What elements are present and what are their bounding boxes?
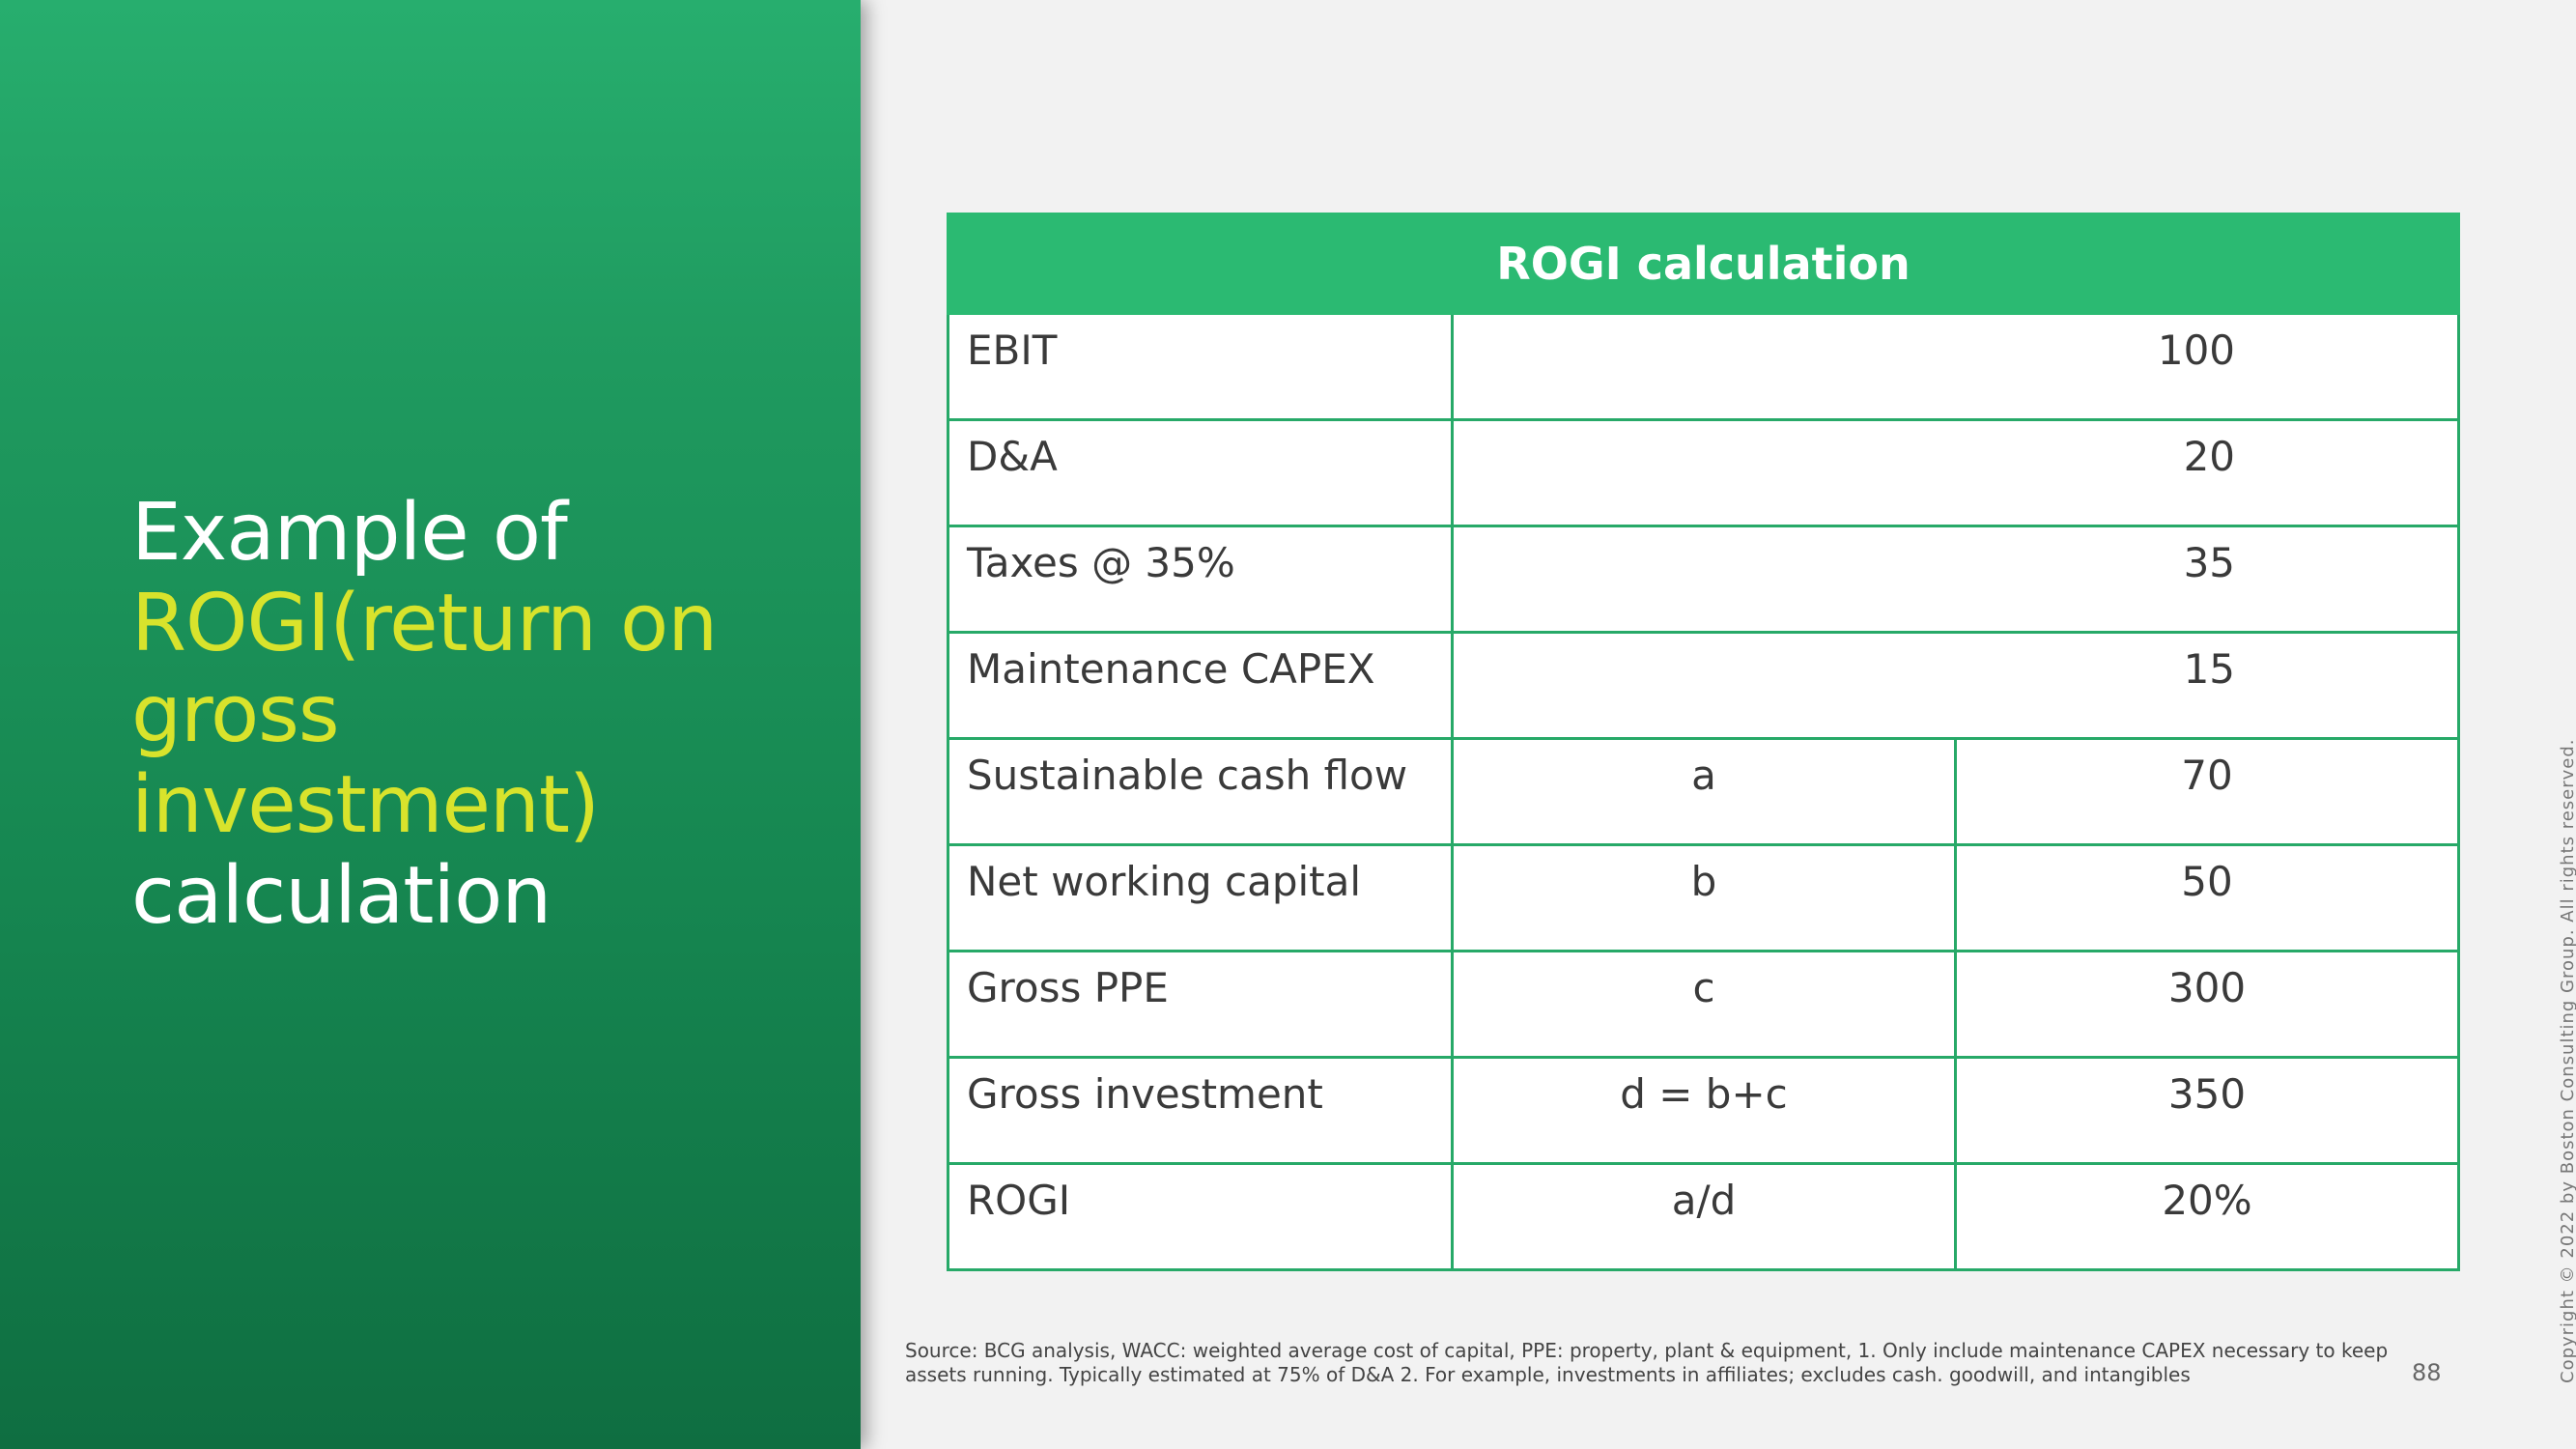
row-formula: c (1451, 950, 1957, 1059)
title-highlight: ROGI(return on gross investment) (131, 578, 742, 851)
page-number: 88 (2412, 1359, 2442, 1386)
row-value: 15 (1450, 631, 2461, 740)
row-value: 35 (1450, 525, 2461, 634)
title-part: Example of (131, 487, 591, 579)
table-header: ROGI calculation (946, 213, 2461, 315)
row-label: D&A (947, 418, 1454, 527)
row-label: Taxes @ 35% (947, 525, 1454, 634)
copyright-notice: Copyright © 2022 by Boston Consulting Gr… (2558, 738, 2576, 1383)
table-row: Net working capital b 50 (947, 843, 2461, 952)
row-label: Sustainable cash flow (947, 737, 1454, 846)
title-part: calculation (131, 759, 624, 942)
row-label: Gross investment (947, 1056, 1454, 1165)
source-note: Source: BCG analysis, WACC: weighted ave… (905, 1339, 2389, 1386)
row-label: EBIT (947, 312, 1454, 421)
row-value: 300 (1953, 950, 2461, 1059)
table-body: EBIT 100 D&A 20 Taxes @ 35% 35 Maintenance CAP… (947, 312, 2461, 1271)
slide-title: Example of ROGI(return on gross investme… (131, 488, 827, 942)
row-label: ROGI (947, 1162, 1454, 1271)
row-value: 20% (1953, 1162, 2461, 1271)
table-row: Gross investment d = b+c 350 (947, 1056, 2461, 1165)
table-header-row: ROGI calculation (946, 213, 2461, 315)
row-formula: a (1451, 737, 1957, 846)
rogi-table: ROGI calculation EBIT 100 D&A 20 Taxes @ 35%… (946, 213, 2461, 1271)
row-value: 70 (1953, 737, 2461, 846)
title-panel: Example of ROGI(return on gross investme… (0, 0, 861, 1449)
row-value: 20 (1450, 418, 2461, 527)
table-row: Taxes @ 35% 35 (947, 525, 2461, 634)
row-label: Gross PPE (947, 950, 1454, 1059)
row-value: 350 (1953, 1056, 2461, 1165)
row-label: Net working capital (947, 843, 1454, 952)
table-row: D&A 20 (947, 418, 2461, 527)
row-label: Maintenance CAPEX (947, 631, 1454, 740)
table-row: ROGI a/d 20% (947, 1162, 2461, 1271)
row-formula: a/d (1451, 1162, 1957, 1271)
table-row: Gross PPE c 300 (947, 950, 2461, 1059)
table-row: EBIT 100 (947, 312, 2461, 421)
row-formula: d = b+c (1451, 1056, 1957, 1165)
row-value: 50 (1953, 843, 2461, 952)
row-value: 100 (1450, 312, 2461, 421)
table-row: Maintenance CAPEX 15 (947, 631, 2461, 740)
table-row: Sustainable cash flow a 70 (947, 737, 2461, 846)
row-formula: b (1451, 843, 1957, 952)
